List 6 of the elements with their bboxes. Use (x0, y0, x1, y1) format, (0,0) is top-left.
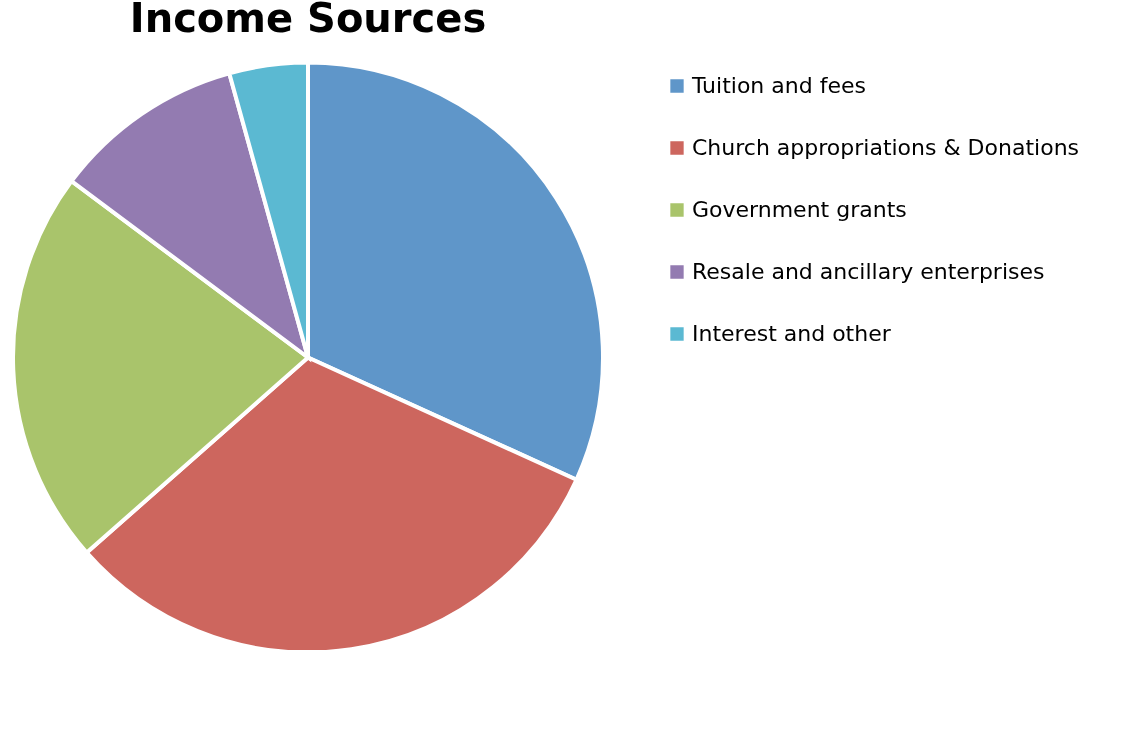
legend-label: Government grants (692, 197, 907, 222)
legend-label: Interest and other (692, 321, 892, 346)
chart-title: Income Sources (129, 0, 487, 41)
legend-label: Church appropriations & Donations (692, 135, 1080, 160)
legend-label: Resale and ancillary enterprises (692, 259, 1045, 284)
legend-label: Tuition and fees (691, 73, 866, 98)
